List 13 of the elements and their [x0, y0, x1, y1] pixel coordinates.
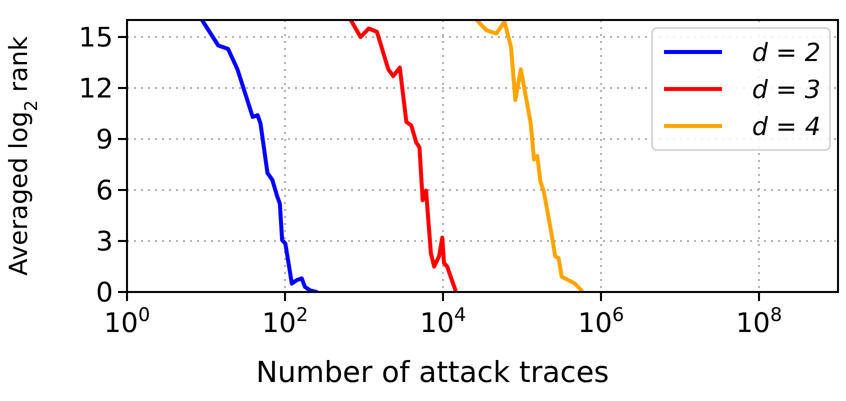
legend-label: d = 3 — [752, 74, 821, 104]
x-tick-label: 10$^{8}$ — [736, 304, 782, 339]
legend-label: d = 2 — [752, 38, 821, 67]
x-tick-label: 10$^{6}$ — [578, 304, 624, 339]
y-tick-label: 3 — [96, 226, 113, 258]
y-tick-label: 12 — [78, 73, 113, 104]
x-tick-label: 10$^{2}$ — [262, 304, 308, 339]
x-axis-title: Number of attack traces — [256, 355, 610, 389]
x-tick-label: 10$^{4}$ — [420, 304, 466, 339]
y-tick-label: 9 — [96, 124, 113, 156]
legend-label: d = 4 — [752, 112, 821, 141]
y-tick-label: 6 — [96, 175, 113, 206]
y-tick-label: 15 — [78, 22, 113, 54]
